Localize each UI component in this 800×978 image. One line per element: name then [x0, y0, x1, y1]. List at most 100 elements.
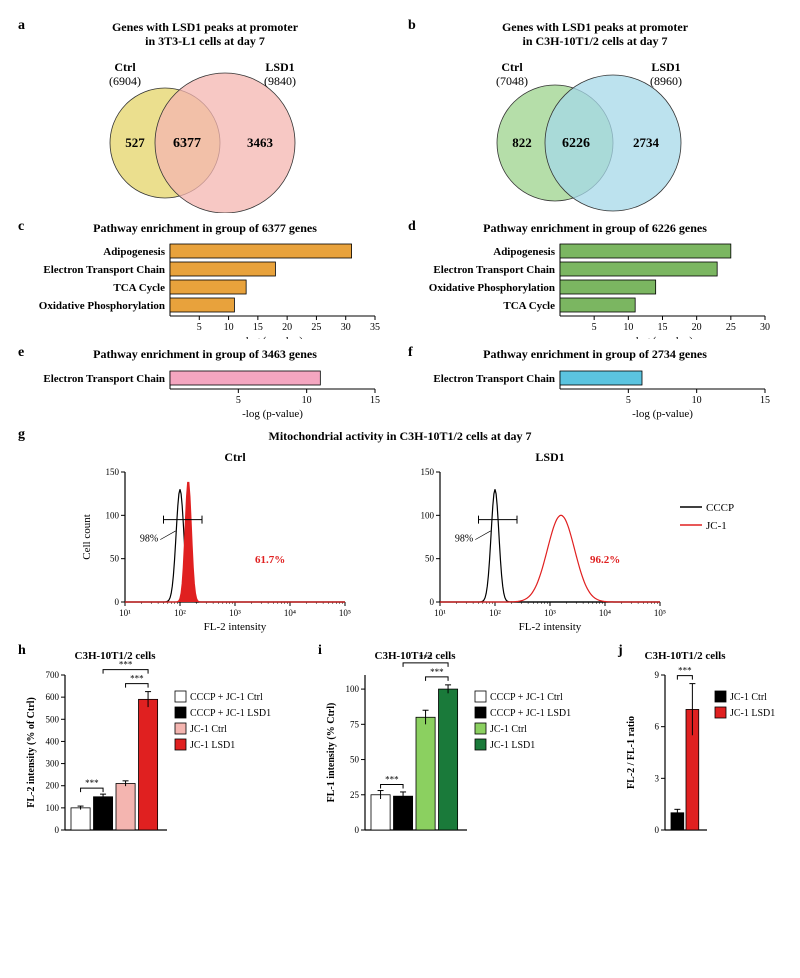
- svg-text:Cell count: Cell count: [81, 514, 93, 560]
- hbar-e: 51015Electron Transport Chain-log (p-val…: [25, 366, 385, 421]
- svg-text:50: 50: [110, 554, 120, 564]
- svg-text:6226: 6226: [562, 136, 590, 151]
- svg-text:0: 0: [115, 597, 120, 607]
- svg-text:96.2%: 96.2%: [590, 554, 620, 566]
- svg-text:10¹: 10¹: [434, 608, 446, 618]
- svg-text:-log (p-value): -log (p-value): [632, 408, 693, 420]
- panel-a-title: Genes with LSD1 peaks at promoter in 3T3…: [20, 20, 390, 49]
- panel-d-title: Pathway enrichment in group of 6226 gene…: [410, 221, 780, 235]
- svg-text:0: 0: [355, 825, 360, 835]
- panel-g-title: Mitochondrial activity in C3H-10T1/2 cel…: [20, 429, 780, 443]
- svg-text:500: 500: [46, 714, 60, 724]
- svg-text:LSD1: LSD1: [651, 60, 680, 74]
- panel-label-j: j: [618, 643, 623, 659]
- svg-text:100: 100: [346, 684, 360, 694]
- svg-text:10⁵: 10⁵: [654, 608, 666, 618]
- svg-text:15: 15: [658, 322, 668, 333]
- svg-text:CCCP: CCCP: [706, 502, 734, 514]
- svg-text:25: 25: [311, 322, 321, 333]
- svg-text:200: 200: [46, 781, 60, 791]
- svg-text:150: 150: [421, 467, 435, 477]
- svg-text:Ctrl: Ctrl: [501, 60, 523, 74]
- panel-h: h 0100200300400500600700*********FL-2 in…: [20, 645, 300, 845]
- svg-text:C3H-10T1/2 cells: C3H-10T1/2 cells: [75, 650, 157, 662]
- panel-label-f: f: [408, 345, 413, 361]
- panel-d: d Pathway enrichment in group of 6226 ge…: [410, 221, 780, 339]
- svg-text:98%: 98%: [455, 533, 473, 544]
- svg-text:0: 0: [655, 825, 660, 835]
- svg-text:25: 25: [350, 790, 360, 800]
- svg-text:10⁴: 10⁴: [284, 608, 296, 618]
- svg-text:***: ***: [85, 778, 99, 788]
- svg-text:75: 75: [350, 719, 360, 729]
- panel-label-g: g: [18, 427, 25, 443]
- svg-text:LSD1: LSD1: [265, 60, 294, 74]
- svg-text:300: 300: [46, 759, 60, 769]
- svg-text:100: 100: [421, 510, 435, 520]
- svg-text:(6904): (6904): [109, 74, 141, 88]
- svg-text:FL-1 intensity (% Ctrl): FL-1 intensity (% Ctrl): [326, 703, 337, 803]
- svg-text:150: 150: [106, 467, 120, 477]
- svg-text:0: 0: [430, 597, 435, 607]
- svg-text:700: 700: [46, 670, 60, 680]
- hbar-d: 51015202530AdipogenesisElectron Transpor…: [415, 239, 775, 339]
- panel-f: f Pathway enrichment in group of 2734 ge…: [410, 347, 780, 420]
- panel-c: c Pathway enrichment in group of 6377 ge…: [20, 221, 390, 339]
- svg-text:Electron Transport Chain: Electron Transport Chain: [433, 264, 555, 276]
- svg-text:Oxidative Phosphorylation: Oxidative Phosphorylation: [429, 282, 555, 294]
- svg-text:100: 100: [106, 510, 120, 520]
- venn-b: Ctrl(7048)LSD1(8960)82262262734: [415, 53, 775, 213]
- svg-text:3463: 3463: [247, 135, 274, 150]
- svg-text:20: 20: [692, 322, 702, 333]
- panel-e: e Pathway enrichment in group of 3463 ge…: [20, 347, 390, 420]
- svg-text:98%: 98%: [140, 533, 158, 544]
- svg-text:-log (p-value): -log (p-value): [242, 335, 303, 339]
- svg-text:822: 822: [512, 135, 532, 150]
- svg-text:(7048): (7048): [496, 74, 528, 88]
- svg-text:Adipogenesis: Adipogenesis: [103, 246, 165, 258]
- svg-text:LSD1: LSD1: [535, 450, 564, 464]
- svg-text:30: 30: [760, 322, 770, 333]
- svg-text:FL-2 / FL-1 ratio: FL-2 / FL-1 ratio: [626, 716, 637, 789]
- svg-text:CCCP + JC-1 LSD1: CCCP + JC-1 LSD1: [190, 708, 271, 719]
- flow-g: 05010015010¹10²10³10⁴10⁵98%61.7%CtrlFL-2…: [30, 447, 770, 637]
- panel-f-title: Pathway enrichment in group of 2734 gene…: [410, 347, 780, 361]
- svg-text:FL-2 intensity: FL-2 intensity: [519, 621, 582, 633]
- svg-text:JC-1 Ctrl: JC-1 Ctrl: [730, 692, 767, 703]
- svg-text:Ctrl: Ctrl: [114, 60, 136, 74]
- svg-text:Adipogenesis: Adipogenesis: [493, 246, 555, 258]
- svg-text:C3H-10T1/2 cells: C3H-10T1/2 cells: [375, 650, 457, 662]
- panel-a: a Genes with LSD1 peaks at promoter in 3…: [20, 20, 390, 213]
- svg-text:10: 10: [302, 395, 312, 406]
- svg-text:C3H-10T1/2 cells: C3H-10T1/2 cells: [645, 650, 727, 662]
- panel-label-c: c: [18, 219, 24, 235]
- svg-text:10³: 10³: [229, 608, 241, 618]
- panel-b-title: Genes with LSD1 peaks at promoter in C3H…: [410, 20, 780, 49]
- svg-text:6377: 6377: [173, 136, 201, 151]
- svg-text:CCCP + JC-1 LSD1: CCCP + JC-1 LSD1: [490, 708, 571, 719]
- panel-i: i 0255075100*********FL-1 intensity (% C…: [320, 645, 600, 845]
- svg-text:2734: 2734: [633, 135, 660, 150]
- hbar-f: 51015Electron Transport Chain-log (p-val…: [415, 366, 775, 421]
- svg-text:15: 15: [760, 395, 770, 406]
- svg-text:20: 20: [282, 322, 292, 333]
- svg-text:***: ***: [130, 674, 144, 684]
- svg-text:JC-1 LSD1: JC-1 LSD1: [730, 708, 775, 719]
- svg-text:JC-1 Ctrl: JC-1 Ctrl: [490, 724, 527, 735]
- svg-text:JC-1 LSD1: JC-1 LSD1: [190, 740, 235, 751]
- panel-label-i: i: [318, 643, 322, 659]
- svg-text:Electron Transport Chain: Electron Transport Chain: [43, 373, 165, 385]
- svg-text:Electron Transport Chain: Electron Transport Chain: [43, 264, 165, 276]
- svg-text:50: 50: [350, 754, 360, 764]
- svg-text:5: 5: [236, 395, 241, 406]
- vbar-i: 0255075100*********FL-1 intensity (% Ctr…: [320, 645, 600, 845]
- svg-text:9: 9: [655, 670, 660, 680]
- svg-text:10: 10: [224, 322, 234, 333]
- svg-text:JC-1 Ctrl: JC-1 Ctrl: [190, 724, 227, 735]
- svg-text:35: 35: [370, 322, 380, 333]
- svg-text:600: 600: [46, 692, 60, 702]
- svg-text:10⁵: 10⁵: [339, 608, 351, 618]
- svg-text:25: 25: [726, 322, 736, 333]
- svg-text:CCCP + JC-1 Ctrl: CCCP + JC-1 Ctrl: [490, 692, 563, 703]
- svg-text:50: 50: [425, 554, 435, 564]
